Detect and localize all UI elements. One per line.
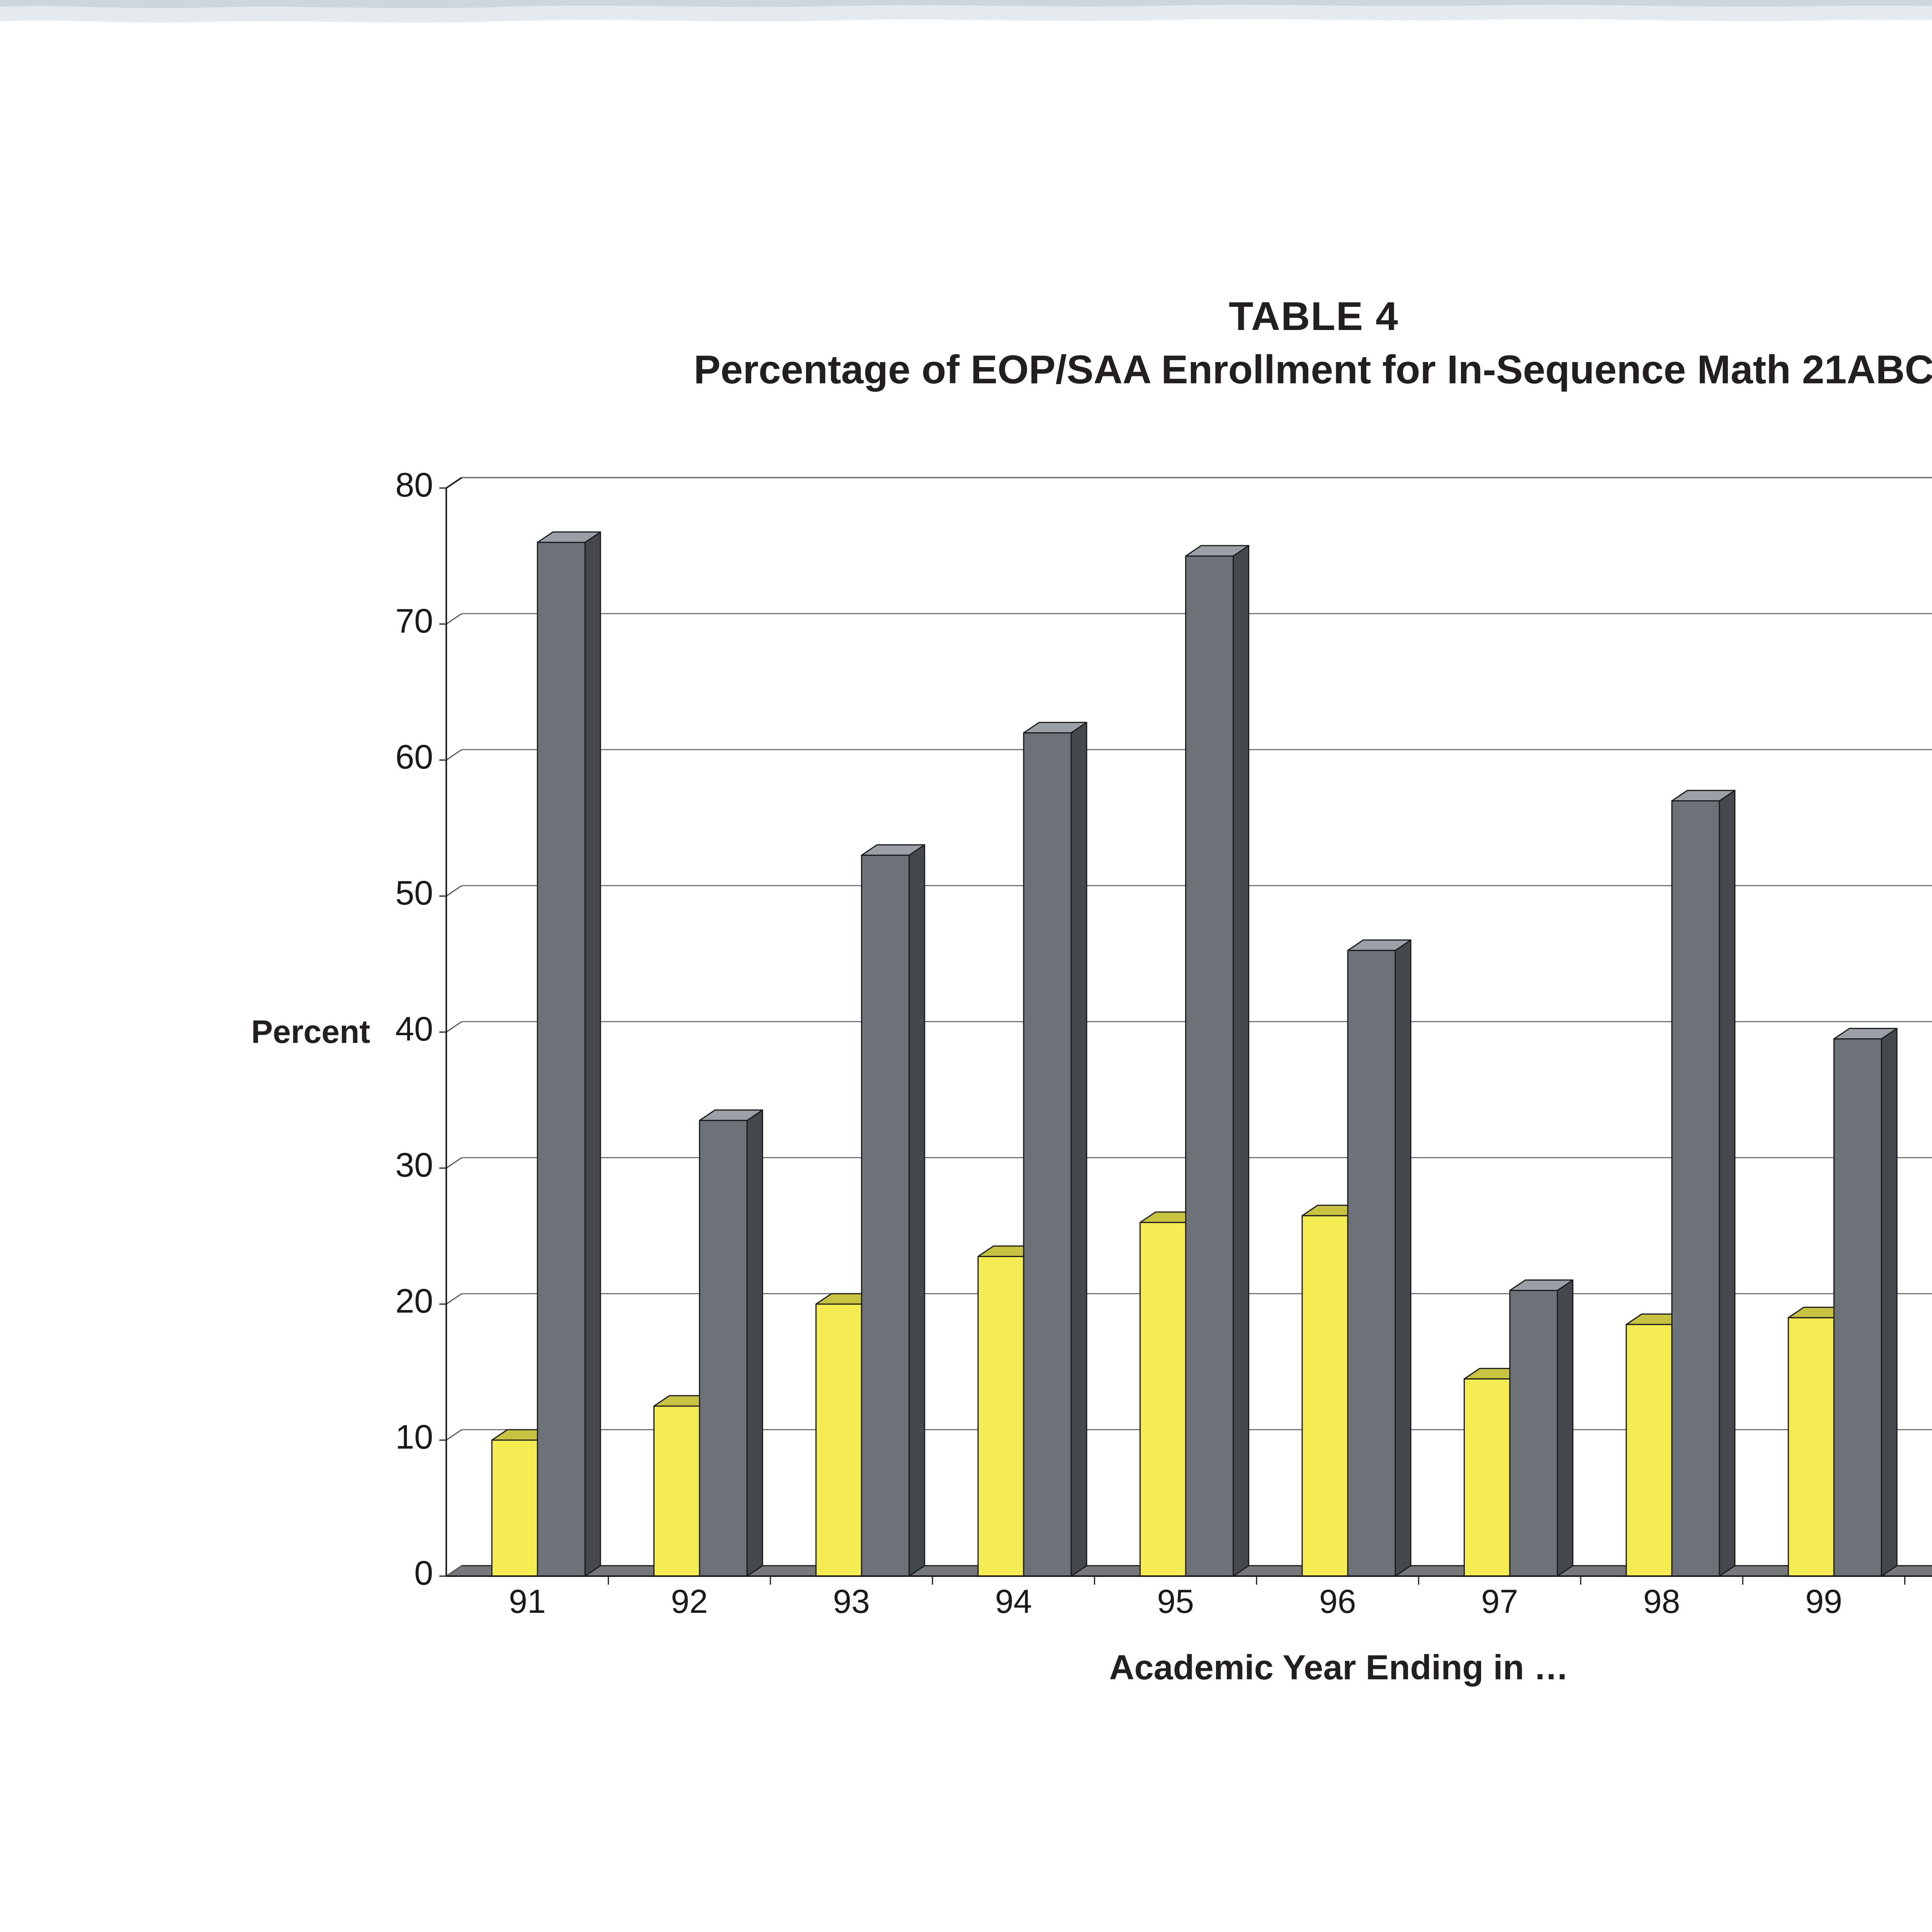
svg-text:10: 10 <box>395 1418 433 1456</box>
svg-text:70: 70 <box>395 602 433 640</box>
svg-text:30: 30 <box>395 1146 433 1184</box>
svg-text:95: 95 <box>1157 1583 1194 1620</box>
svg-text:80: 80 <box>395 466 433 504</box>
svg-text:97: 97 <box>1481 1583 1518 1620</box>
svg-text:96: 96 <box>1319 1583 1356 1620</box>
svg-text:40: 40 <box>395 1010 433 1048</box>
svg-text:0: 0 <box>414 1554 433 1592</box>
svg-text:50: 50 <box>395 874 433 912</box>
svg-text:60: 60 <box>395 738 433 776</box>
svg-text:98: 98 <box>1643 1583 1680 1620</box>
svg-text:91: 91 <box>509 1583 546 1620</box>
svg-text:94: 94 <box>995 1583 1032 1620</box>
svg-text:92: 92 <box>671 1583 708 1620</box>
svg-text:20: 20 <box>395 1282 433 1320</box>
svg-text:93: 93 <box>833 1583 870 1620</box>
svg-text:99: 99 <box>1805 1583 1842 1620</box>
